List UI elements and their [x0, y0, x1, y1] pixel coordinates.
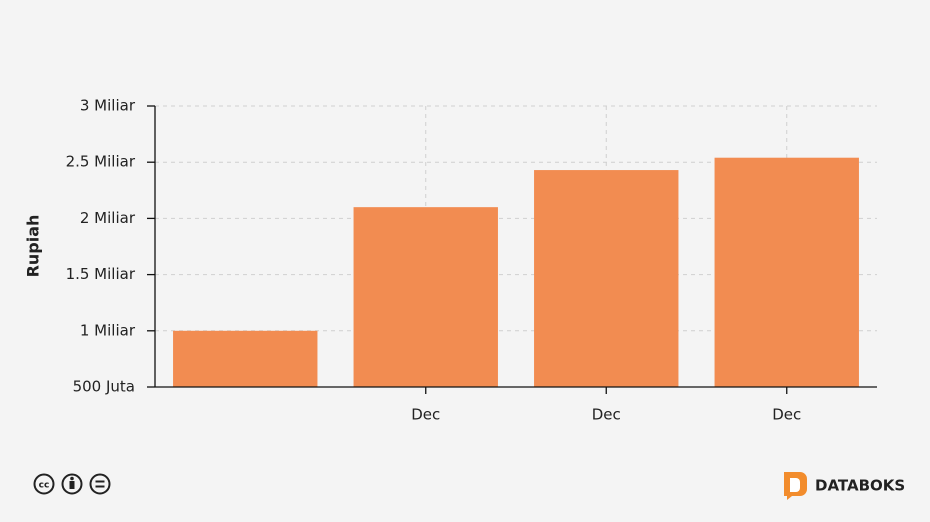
y-tick-label: 2 Miliar [80, 209, 136, 227]
y-axis-title: Rupiah [24, 215, 43, 278]
brand-logo: DATABOKS [784, 472, 905, 500]
y-tick-label: 1.5 Miliar [66, 265, 136, 283]
bar [714, 157, 859, 387]
bar [534, 170, 679, 387]
bar [353, 207, 498, 387]
license-icons: cc [33, 473, 111, 495]
x-tick-label: Dec [592, 406, 621, 424]
x-tick-label: Dec [411, 406, 440, 424]
y-tick-label: 3 Miliar [80, 97, 136, 115]
svg-text:cc: cc [39, 481, 50, 491]
y-tick-label: 2.5 Miliar [66, 153, 136, 171]
y-tick-label: 500 Juta [73, 378, 135, 396]
brand-name: DATABOKS [815, 477, 905, 495]
y-tick-label: 1 Miliar [80, 321, 136, 339]
bar [173, 330, 318, 387]
x-tick-label: Dec [772, 406, 801, 424]
